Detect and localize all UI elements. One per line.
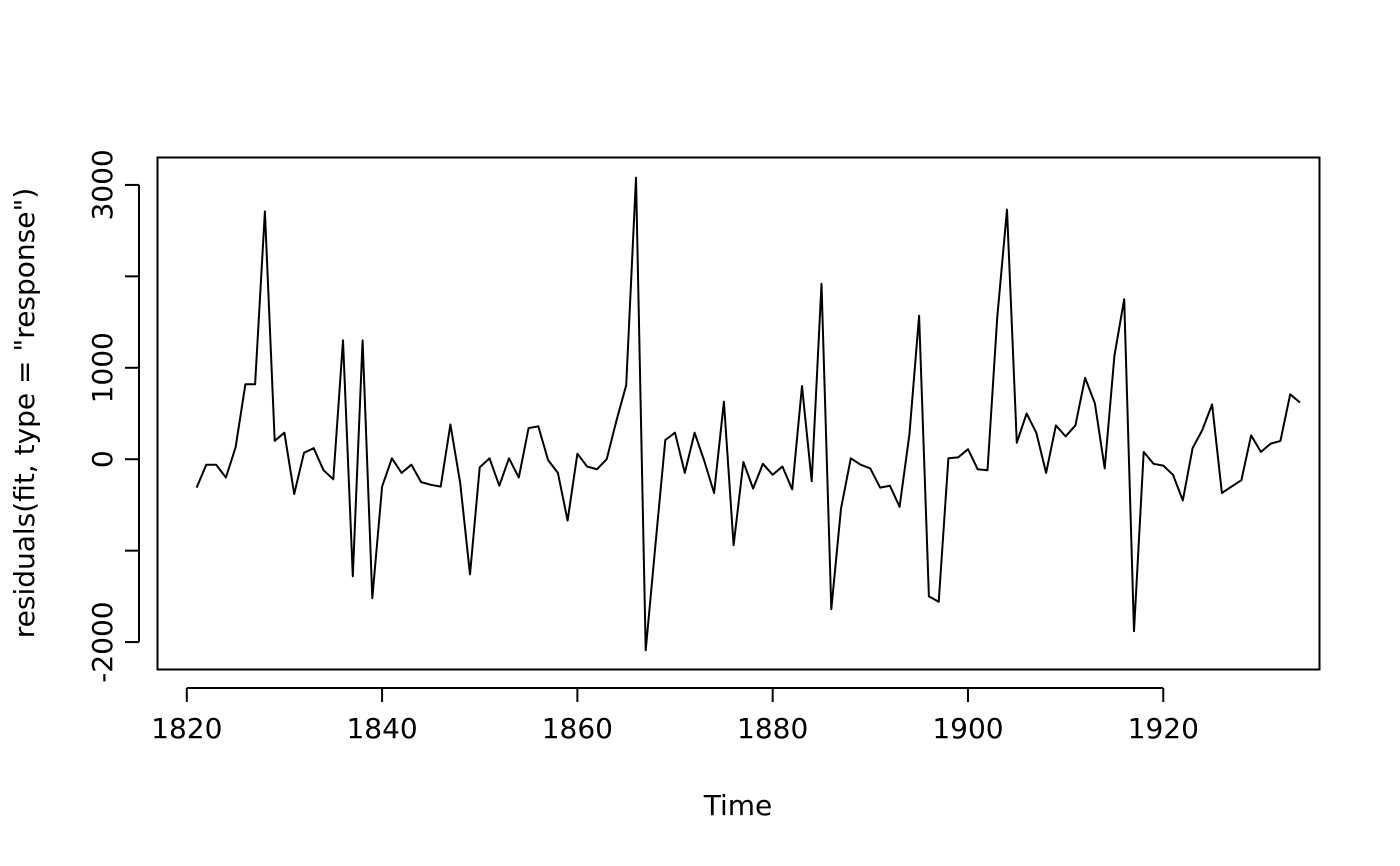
y-axis: -2000 0 1000 3000 [86,149,140,683]
y-tick-label: 1000 [86,332,119,403]
plot-frame [156,156,1321,671]
y-tick-label: -2000 [86,601,119,682]
x-tick-label: 1900 [932,712,1003,745]
x-tick-label: 1820 [151,712,222,745]
y-tick-label: 3000 [86,149,119,220]
x-axis-title: Time [703,789,773,822]
residuals-series-line [195,176,1301,652]
x-axis: 1820 1840 1860 1880 1900 1920 [151,687,1199,745]
x-tick-label: 1920 [1128,712,1199,745]
x-tick-label: 1860 [542,712,613,745]
y-axis-title: residuals(fit, type = "response") [8,188,41,639]
x-tick-label: 1840 [346,712,417,745]
y-tick-label: 0 [86,450,119,468]
x-tick-label: 1880 [737,712,808,745]
